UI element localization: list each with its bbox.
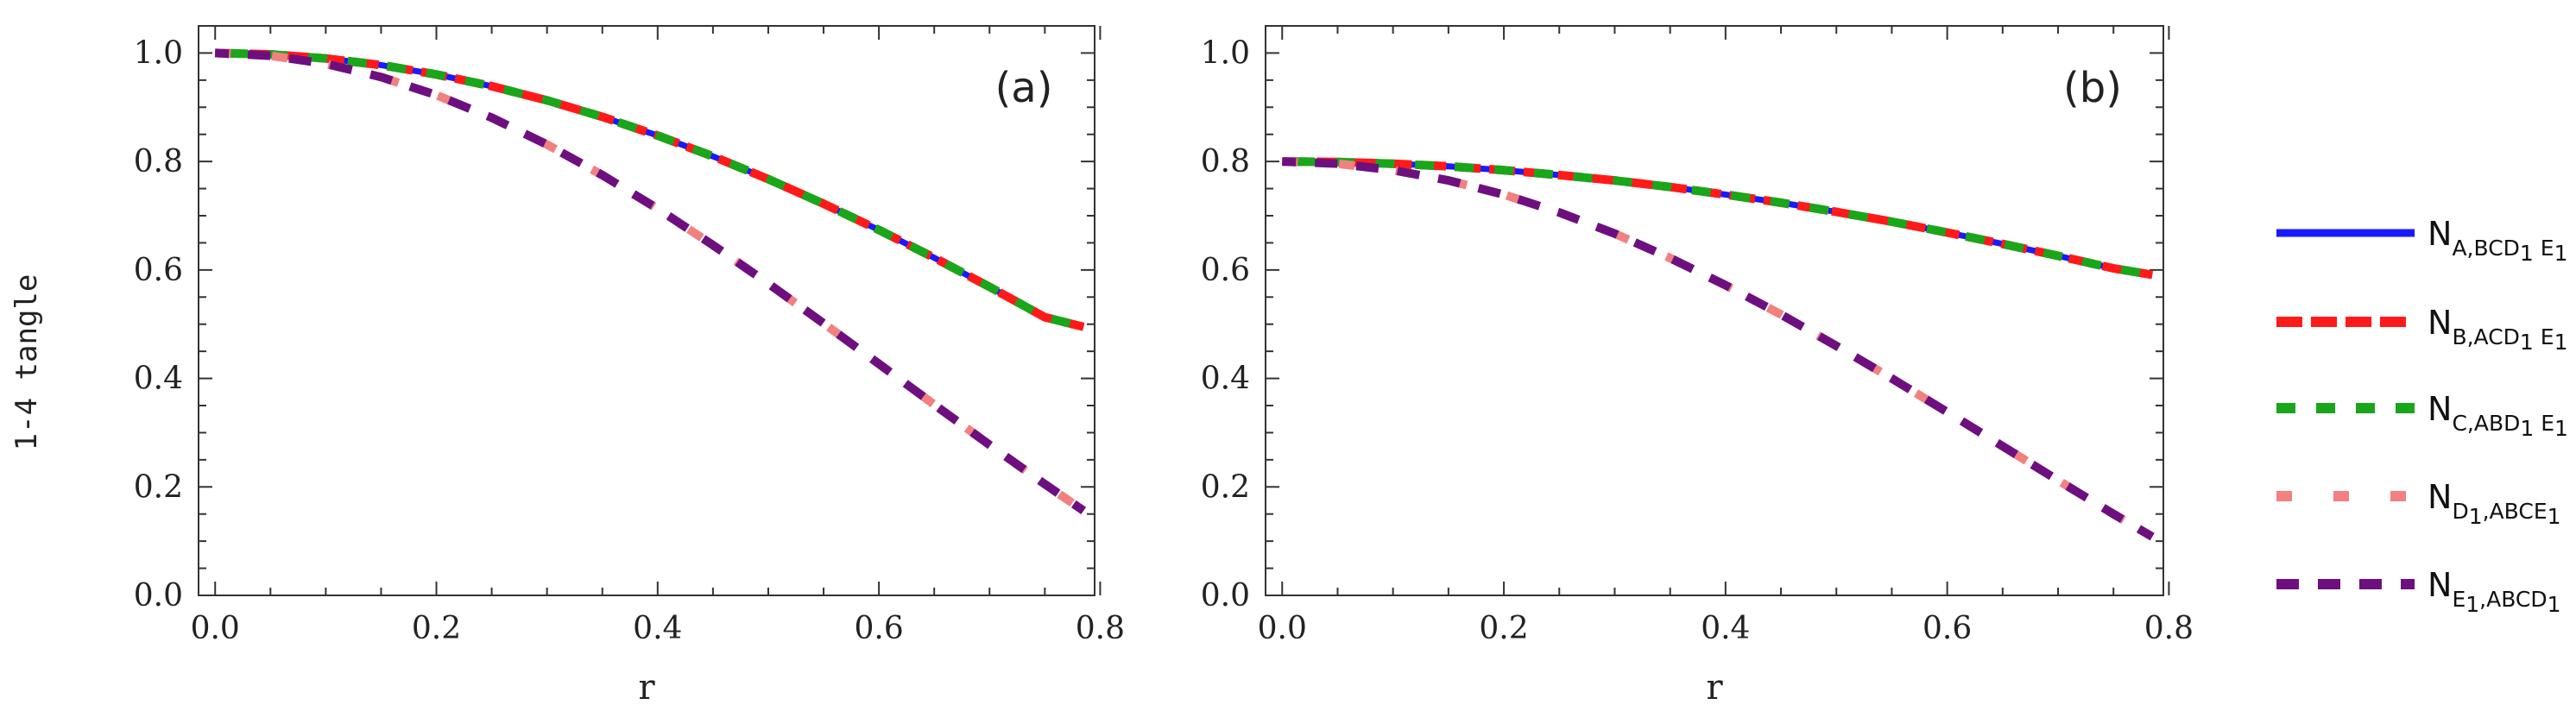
x-tick-label: 0.8 bbox=[2144, 611, 2194, 646]
legend-label-a: NA,BCD1 E1 bbox=[2428, 215, 2567, 266]
x-axis-title: r bbox=[638, 668, 655, 708]
y-axis-label: 1-4 tangle bbox=[9, 274, 44, 451]
series-line-d bbox=[214, 48, 1087, 515]
x-tick-label: 0.6 bbox=[854, 611, 903, 646]
y-tick-label: 1.0 bbox=[134, 35, 183, 71]
legend-label-d: ND1,ABCE1 bbox=[2428, 478, 2561, 529]
x-tick-label: 0.4 bbox=[1701, 611, 1750, 646]
series-line-c bbox=[215, 48, 1085, 331]
y-tick-label: 0.4 bbox=[1201, 362, 1250, 397]
x-tick-label: 0.8 bbox=[1076, 611, 1125, 646]
panel-label: (b) bbox=[2063, 64, 2122, 112]
y-tick-label: 0.8 bbox=[134, 144, 183, 179]
series-line-a bbox=[1282, 158, 2153, 278]
x-tick-label: 0.0 bbox=[1258, 611, 1307, 646]
legend-label-e: NE1,ABCD1 bbox=[2428, 566, 2561, 617]
plot-frame bbox=[198, 25, 1095, 596]
y-tick-label: 0.0 bbox=[1201, 578, 1250, 613]
y-tick-label: 0.4 bbox=[134, 362, 183, 397]
series-line-e bbox=[1282, 157, 2155, 541]
y-tick-label: 1.0 bbox=[1201, 35, 1250, 71]
y-tick-label: 0.6 bbox=[1201, 253, 1250, 288]
x-axis-title: r bbox=[1706, 668, 1723, 708]
x-tick-label: 0.6 bbox=[1923, 611, 1972, 646]
series-line-b bbox=[215, 48, 1085, 331]
series-line-a bbox=[215, 49, 1085, 330]
series-line-c bbox=[1282, 157, 2154, 280]
panel-a: 0.0 0.2 0.4 0.6 0.8 0.0 0.2 0.4 0.6 0.8 1.0 r (a) bbox=[134, 25, 1125, 708]
series-line-d bbox=[1282, 157, 2155, 541]
series-line-b bbox=[1282, 157, 2154, 280]
panel-label: (a) bbox=[995, 64, 1053, 112]
series-line-e bbox=[214, 48, 1087, 515]
y-tick-label: 0.8 bbox=[1201, 144, 1250, 179]
plot-frame bbox=[1265, 25, 2164, 596]
legend-label-b: NB,ACD1 E1 bbox=[2428, 304, 2567, 355]
panel-b: 0.0 0.2 0.4 0.6 0.8 0.0 0.2 0.4 0.6 0.8 1.0 r (b) bbox=[1201, 25, 2194, 708]
y-tick-label: 0.2 bbox=[1201, 469, 1250, 505]
x-tick-label: 0.0 bbox=[191, 611, 240, 646]
y-tick-label: 0.6 bbox=[134, 253, 183, 288]
legend-label-c: NC,ABD1 E1 bbox=[2428, 390, 2568, 441]
y-tick-label: 0.0 bbox=[134, 578, 183, 613]
x-tick-label: 0.2 bbox=[1479, 611, 1528, 646]
x-tick-label: 0.4 bbox=[633, 611, 682, 646]
x-tick-label: 0.2 bbox=[412, 611, 461, 646]
y-tick-label: 0.2 bbox=[134, 469, 183, 505]
legend: NA,BCD1 E1 NB,ACD1 E1 NC,ABD1 E1 ND1,ABCE1 N… bbox=[2276, 215, 2568, 617]
